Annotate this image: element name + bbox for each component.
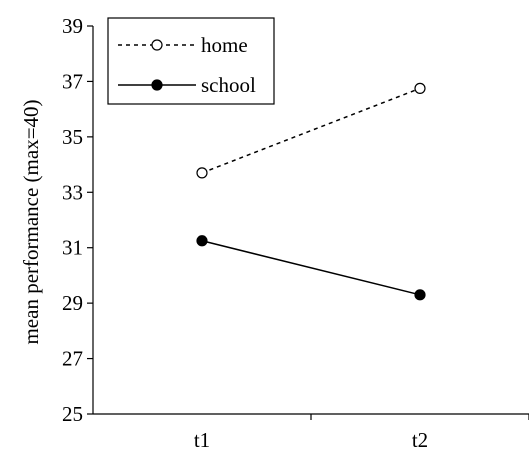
y-tick-label: 37 bbox=[62, 69, 83, 93]
series-layer bbox=[196, 82, 426, 301]
data-point-school-t1 bbox=[196, 235, 208, 247]
legend-box bbox=[107, 17, 275, 105]
y-tick-label: 35 bbox=[62, 125, 83, 149]
y-tick-label: 33 bbox=[62, 180, 83, 204]
series-school bbox=[196, 235, 426, 301]
series-line-school bbox=[201, 240, 421, 296]
y-tick-label: 39 bbox=[62, 14, 83, 38]
legend-label-school: school bbox=[201, 73, 256, 97]
legend-marker-school bbox=[151, 79, 163, 91]
axes: 25 27 29 31 33 35 37 39 t1 t2 bbox=[62, 14, 529, 450]
y-tick-label: 25 bbox=[62, 402, 83, 426]
data-point-school-t2 bbox=[414, 289, 426, 301]
series-home bbox=[196, 82, 426, 179]
legend-marker-home bbox=[151, 39, 163, 51]
legend-item-home: home bbox=[118, 33, 248, 57]
legend: home school bbox=[107, 17, 275, 105]
y-axis-label: mean performance (max=40) bbox=[19, 99, 43, 344]
y-tick-label: 27 bbox=[62, 347, 83, 371]
y-tick-label: 31 bbox=[62, 236, 83, 260]
data-point-home-t2 bbox=[414, 82, 426, 94]
y-tick-label: 29 bbox=[62, 291, 83, 315]
x-tick-label-t2: t2 bbox=[412, 428, 428, 450]
legend-item-school: school bbox=[118, 73, 256, 97]
series-line-home bbox=[201, 87, 421, 174]
data-point-home-t1 bbox=[196, 167, 208, 179]
legend-label-home: home bbox=[201, 33, 248, 57]
x-tick-label-t1: t1 bbox=[194, 428, 210, 450]
